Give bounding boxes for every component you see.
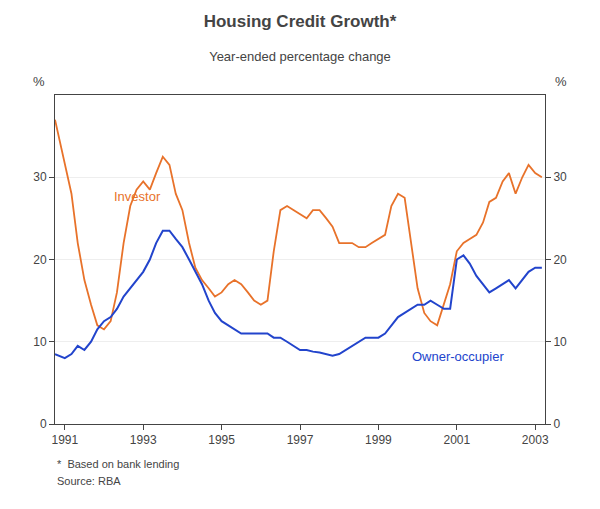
svg-text:10: 10 xyxy=(33,335,47,349)
svg-text:0: 0 xyxy=(553,417,560,431)
svg-text:Source: RBA: Source: RBA xyxy=(57,475,121,487)
svg-text:1995: 1995 xyxy=(208,433,235,447)
svg-text:* Based on bank lending: * Based on bank lending xyxy=(57,458,179,470)
svg-text:%: % xyxy=(555,74,567,89)
svg-text:Owner-occupier: Owner-occupier xyxy=(412,349,504,364)
svg-text:%: % xyxy=(33,74,45,89)
svg-text:10: 10 xyxy=(553,335,567,349)
svg-text:0: 0 xyxy=(40,417,47,431)
svg-text:1997: 1997 xyxy=(287,433,314,447)
svg-text:1991: 1991 xyxy=(51,433,78,447)
svg-text:30: 30 xyxy=(553,170,567,184)
svg-text:20: 20 xyxy=(33,253,47,267)
svg-text:1993: 1993 xyxy=(130,433,157,447)
svg-text:2001: 2001 xyxy=(443,433,470,447)
svg-text:2003: 2003 xyxy=(522,433,549,447)
svg-text:1999: 1999 xyxy=(365,433,392,447)
svg-text:Year-ended percentage change: Year-ended percentage change xyxy=(209,49,391,64)
svg-text:Housing Credit Growth*: Housing Credit Growth* xyxy=(204,12,397,31)
svg-text:Investor: Investor xyxy=(114,189,161,204)
svg-text:20: 20 xyxy=(553,253,567,267)
svg-text:30: 30 xyxy=(33,170,47,184)
